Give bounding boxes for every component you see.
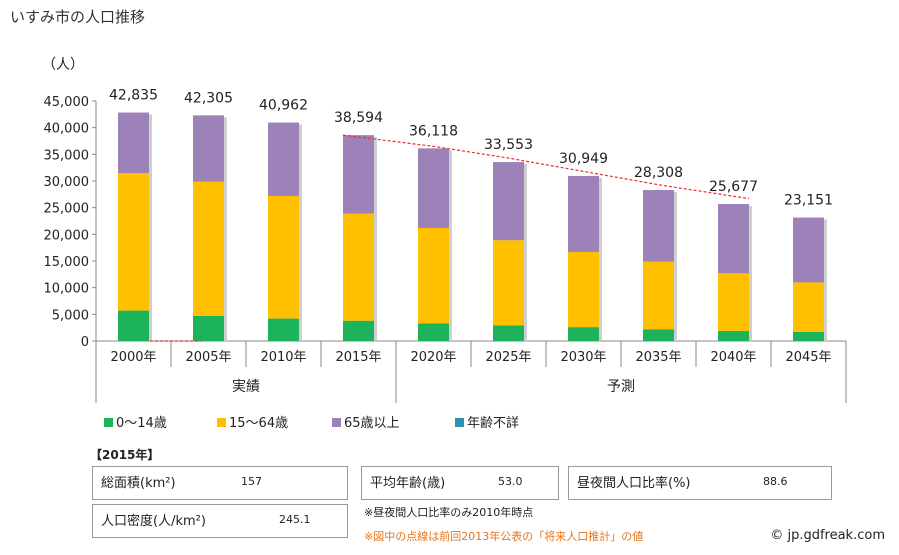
bar-segment-15-64 xyxy=(718,273,749,331)
bar-segment-15-64 xyxy=(643,261,674,330)
legend-item-0-14: 0〜14歳 xyxy=(104,412,167,431)
chart-title: いすみ市の人口推移 xyxy=(10,8,146,26)
x-tick-label: 2000年 xyxy=(110,350,156,365)
daynight-value: 88.6 xyxy=(763,475,788,488)
bar-segment-65-plus xyxy=(643,190,674,262)
y-unit-label: （人） xyxy=(42,57,84,73)
bar-segment-15-64 xyxy=(568,251,599,328)
bar-segment-65-plus xyxy=(493,162,524,241)
copyright: © jp.gdfreak.com xyxy=(770,528,885,543)
bar-segment-0-14 xyxy=(268,318,299,341)
bar-total-label: 33,553 xyxy=(484,137,533,153)
y-tick-label: 0 xyxy=(81,335,89,350)
daynight-note: ※昼夜間人口比率のみ2010年時点 xyxy=(364,506,534,519)
bar-segment-15-64 xyxy=(493,240,524,326)
group-label-actual: 実績 xyxy=(232,379,260,395)
bar-segment-65-plus xyxy=(343,135,374,214)
daynight-stat-box: 昼夜間人口比率(%) 88.6 xyxy=(568,466,832,500)
bar-total-label: 40,962 xyxy=(259,98,308,114)
bar-segment-65-plus xyxy=(193,115,224,182)
bar-segment-65-plus xyxy=(118,112,149,173)
bar-total-label: 42,305 xyxy=(184,90,233,106)
legend-swatch-unknown xyxy=(455,418,464,427)
bar-segment-15-64 xyxy=(418,227,449,324)
y-tick-label: 5,000 xyxy=(52,308,89,323)
x-tick-label: 2020年 xyxy=(410,350,456,365)
y-tick-label: 20,000 xyxy=(44,228,90,243)
area-stat-box: 総面積(km²) 157 xyxy=(92,466,348,500)
legend-label-15-64: 15〜64歳 xyxy=(229,416,289,431)
y-tick-label: 45,000 xyxy=(44,95,90,110)
year-tag: 【2015年】 xyxy=(90,448,160,462)
area-value: 157 xyxy=(241,475,262,488)
bar-segment-0-14 xyxy=(118,310,149,341)
bar-segment-0-14 xyxy=(493,325,524,341)
bar-total-label: 38,594 xyxy=(334,110,383,126)
bar-total-label: 25,677 xyxy=(709,179,758,195)
density-value: 245.1 xyxy=(279,513,311,526)
legend-swatch-65-plus xyxy=(332,418,341,427)
y-tick-label: 40,000 xyxy=(44,122,90,137)
legend-label-65-plus: 65歳以上 xyxy=(344,416,400,431)
legend-swatch-15-64 xyxy=(217,418,226,427)
bar-segment-65-plus xyxy=(568,175,599,252)
age-value: 53.0 xyxy=(498,475,523,488)
age-stat-box: 平均年齢(歳) 53.0 xyxy=(361,466,559,500)
bar-total-label: 42,835 xyxy=(109,88,158,104)
y-tick-label: 25,000 xyxy=(44,202,90,217)
legend-item-unknown: 年齢不詳 xyxy=(455,412,519,431)
x-tick-label: 2040年 xyxy=(710,350,756,365)
y-tick-label: 35,000 xyxy=(44,148,90,163)
bar-segment-65-plus xyxy=(268,122,299,196)
bar-segment-65-plus xyxy=(718,204,749,274)
x-tick-label: 2045年 xyxy=(785,350,831,365)
bar-total-label: 23,151 xyxy=(784,193,833,209)
density-label: 人口密度(人/km²) xyxy=(101,514,206,529)
bar-segment-0-14 xyxy=(193,315,224,341)
bar-total-label: 28,308 xyxy=(634,165,683,181)
bar-segment-0-14 xyxy=(793,331,824,341)
bar-total-label: 36,118 xyxy=(409,123,458,139)
age-label: 平均年齢(歳) xyxy=(370,476,446,491)
bar-segment-15-64 xyxy=(343,213,374,321)
y-tick-label: 10,000 xyxy=(44,282,90,297)
bar-segment-0-14 xyxy=(568,327,599,341)
y-tick-label: 15,000 xyxy=(44,255,90,270)
legend-swatch-0-14 xyxy=(104,418,113,427)
population-chart: （人） 0 5,000 10,000 15,000 20,000 25,000 30,000 3… xyxy=(42,57,847,403)
x-tick-label: 2015年 xyxy=(335,350,381,365)
bar-segment-15-64 xyxy=(268,195,299,319)
y-tick-label: 30,000 xyxy=(44,175,90,190)
x-tick-label: 2025年 xyxy=(485,350,531,365)
bar-segment-65-plus xyxy=(793,217,824,283)
bar-segment-0-14 xyxy=(643,329,674,341)
bar-segment-0-14 xyxy=(418,323,449,341)
legend-label-unknown: 年齢不詳 xyxy=(467,416,520,431)
legend-label-0-14: 0〜14歳 xyxy=(116,416,167,431)
bar-segment-0-14 xyxy=(343,320,374,341)
legend-item-15-64: 15〜64歳 xyxy=(217,412,288,431)
x-tick-label: 2030年 xyxy=(560,350,606,365)
density-stat-box: 人口密度(人/km²) 245.1 xyxy=(92,504,348,538)
bar-segment-15-64 xyxy=(118,173,149,311)
daynight-label: 昼夜間人口比率(%) xyxy=(577,476,691,491)
bar-segment-0-14 xyxy=(718,330,749,341)
dotted-line-note: ※図中の点線は前回2013年公表の「将来人口推計」の値 xyxy=(364,530,644,543)
previous-projection-line xyxy=(342,134,750,200)
bar-segment-65-plus xyxy=(418,148,449,228)
group-label-forecast: 予測 xyxy=(607,379,635,395)
legend-item-65-plus: 65歳以上 xyxy=(332,412,400,431)
bar-segment-15-64 xyxy=(793,282,824,332)
bar-segment-15-64 xyxy=(193,181,224,316)
area-label: 総面積(km²) xyxy=(101,476,176,491)
x-tick-label: 2005年 xyxy=(185,350,231,365)
x-tick-label: 2035年 xyxy=(635,350,681,365)
bar-total-label: 30,949 xyxy=(559,151,608,167)
x-tick-label: 2010年 xyxy=(260,350,306,365)
